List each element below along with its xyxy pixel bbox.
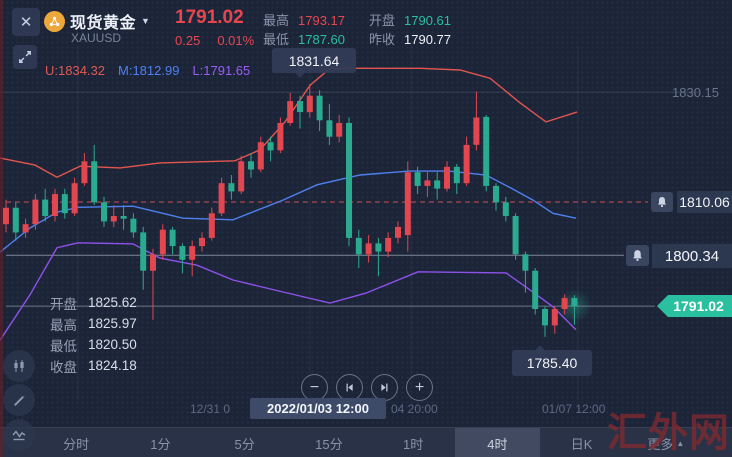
expand-icon bbox=[19, 51, 31, 63]
stat-value-high: 1793.17 bbox=[298, 13, 346, 28]
plus-icon: + bbox=[414, 378, 425, 396]
jump-end-button[interactable] bbox=[371, 374, 398, 401]
tab-15min[interactable]: 15分 bbox=[315, 436, 343, 452]
stat-label-low: 最低 bbox=[263, 32, 290, 47]
chart-type-button[interactable] bbox=[3, 350, 35, 382]
axis-price-label: 1830.15 bbox=[672, 85, 719, 100]
zoom-out-button[interactable]: − bbox=[301, 374, 328, 401]
ohlc-low-value: 1820.50 bbox=[88, 337, 137, 352]
alert-bell-button-1800[interactable] bbox=[626, 245, 649, 266]
ohlc-open-label: 开盘 bbox=[50, 296, 77, 312]
boll-indicator-readout: U:1834.32 M:1812.99 L:1791.65 bbox=[45, 63, 250, 78]
gold-coin-icon bbox=[44, 11, 65, 32]
watermark-edge-strip bbox=[0, 0, 3, 457]
time-axis-label: 04 20:00 bbox=[391, 402, 438, 416]
expand-button[interactable] bbox=[13, 45, 37, 69]
tab-more[interactable]: 更多 ▲ bbox=[647, 436, 685, 452]
ohlc-low-label: 最低 bbox=[50, 338, 77, 354]
tab-4hour[interactable]: 4时 bbox=[455, 428, 540, 457]
skip-forward-icon bbox=[381, 383, 388, 392]
boll-lower-value: L:1791.65 bbox=[192, 63, 251, 78]
low-price-tooltip: 1785.40 bbox=[512, 345, 592, 376]
indicator-button[interactable] bbox=[3, 419, 35, 451]
tab-daily[interactable]: 日K bbox=[570, 436, 593, 452]
current-price-tag: 1791.02 bbox=[657, 295, 732, 317]
alert-bell-icon bbox=[658, 197, 666, 208]
price-change: 0.25 bbox=[175, 33, 201, 48]
skip-back-icon bbox=[346, 383, 353, 392]
time-axis-label: 12/31 0 bbox=[190, 402, 231, 416]
symbol-name: 现货黄金 bbox=[70, 15, 137, 32]
chevron-down-icon: ▼ bbox=[141, 16, 150, 26]
ohlc-close-label: 收盘 bbox=[50, 359, 77, 375]
symbol-code: XAUUSD bbox=[71, 31, 122, 45]
tab-1min[interactable]: 1分 bbox=[150, 436, 171, 452]
high-price-tooltip: 1831.64 bbox=[272, 48, 356, 78]
draw-tool-button[interactable] bbox=[3, 384, 35, 416]
ohlc-close-value: 1824.18 bbox=[88, 358, 137, 373]
alert-bell-icon bbox=[633, 250, 642, 262]
candlestick-icon bbox=[14, 360, 24, 372]
stat-value-prevclose: 1790.77 bbox=[404, 32, 452, 47]
tab-5min[interactable]: 5分 bbox=[234, 436, 255, 452]
alert-price-label-1800: 1800.34 bbox=[652, 244, 732, 268]
stat-value-open: 1790.61 bbox=[404, 13, 452, 28]
stat-label-high: 最高 bbox=[263, 13, 290, 28]
time-cursor-tooltip: 2022/01/03 12:00 bbox=[250, 398, 386, 419]
alert-bell-button-1810[interactable] bbox=[651, 192, 673, 212]
low-price-value: 1785.40 bbox=[526, 355, 578, 371]
minus-icon: − bbox=[309, 378, 320, 396]
pencil-icon bbox=[13, 395, 25, 406]
price-change-percent: 0.01% bbox=[217, 33, 255, 48]
time-axis-label: 01/07 12:00 bbox=[542, 402, 606, 416]
ohlc-open-value: 1825.62 bbox=[88, 295, 137, 310]
close-button[interactable]: ✕ bbox=[12, 8, 40, 36]
boll-upper-value: U:1834.32 bbox=[45, 63, 105, 78]
close-icon: ✕ bbox=[19, 14, 33, 31]
timeframe-toolbar: 分时 1分 5分 15分 1时 4时 日K 更多 ▲ bbox=[0, 427, 732, 457]
chevron-up-icon: ▲ bbox=[676, 438, 685, 448]
stat-label-prevclose: 昨收 bbox=[369, 32, 396, 47]
indicator-icon bbox=[12, 430, 26, 441]
alert-price-label-1810: 1810.06 bbox=[677, 191, 732, 213]
last-price: 1791.02 bbox=[175, 7, 244, 28]
symbol-selector[interactable]: 现货黄金 ▼ bbox=[70, 9, 150, 33]
zoom-in-button[interactable]: + bbox=[406, 374, 433, 401]
stat-value-low: 1787.60 bbox=[298, 32, 346, 47]
jump-start-button[interactable] bbox=[336, 374, 363, 401]
ohlc-high-label: 最高 bbox=[50, 317, 77, 333]
ohlc-high-value: 1825.97 bbox=[88, 316, 137, 331]
chart-dot-grid bbox=[0, 0, 732, 427]
stat-label-open: 开盘 bbox=[369, 13, 396, 28]
tab-1hour[interactable]: 1时 bbox=[403, 436, 424, 452]
tab-timeshare[interactable]: 分时 bbox=[63, 436, 90, 452]
high-price-value: 1831.64 bbox=[288, 52, 340, 69]
ohlc-hover-panel: 开盘 1825.62 最高 1825.97 最低 1820.50 收盘 1824.18 bbox=[50, 292, 137, 376]
boll-middle-value: M:1812.99 bbox=[118, 63, 180, 78]
